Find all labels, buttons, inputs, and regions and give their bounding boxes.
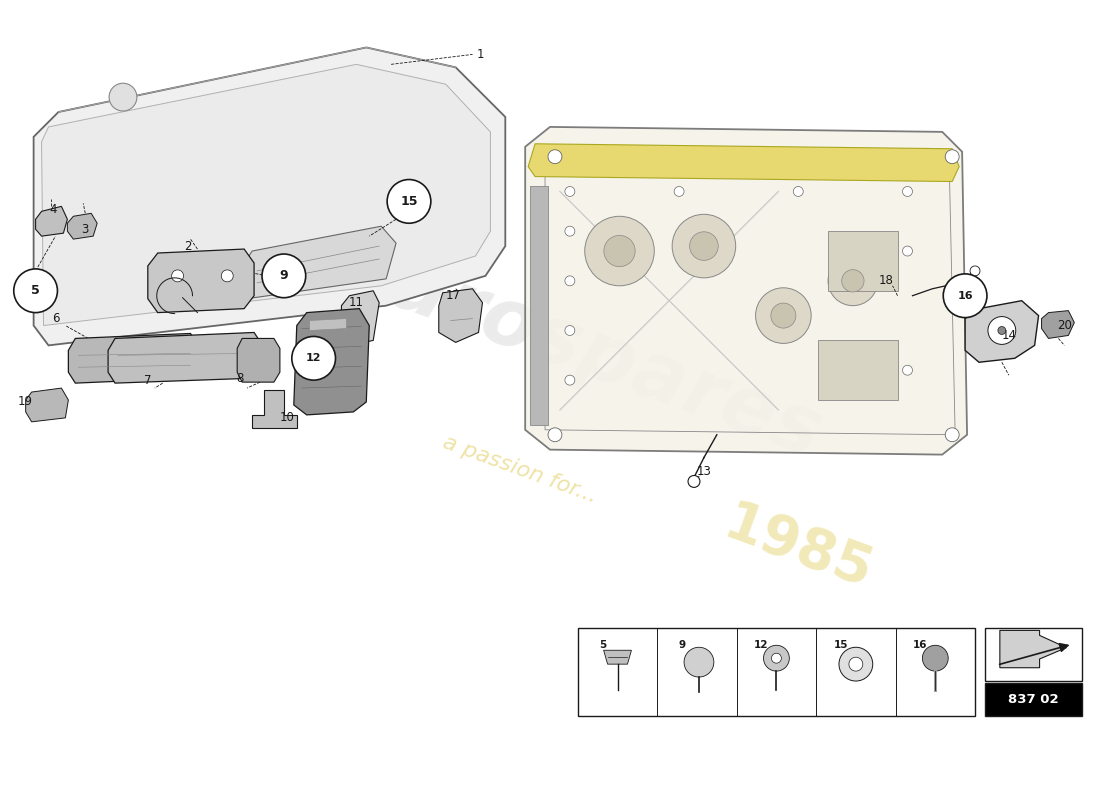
Circle shape xyxy=(690,232,718,260)
Text: 16: 16 xyxy=(913,640,927,650)
Text: 17: 17 xyxy=(446,290,460,302)
Circle shape xyxy=(771,303,796,328)
Circle shape xyxy=(988,317,1015,344)
Circle shape xyxy=(548,150,562,164)
Circle shape xyxy=(902,186,913,197)
Circle shape xyxy=(565,186,575,197)
Circle shape xyxy=(585,216,654,286)
Circle shape xyxy=(902,366,913,375)
Circle shape xyxy=(684,647,714,677)
Polygon shape xyxy=(147,249,254,313)
Text: 9: 9 xyxy=(679,640,685,650)
Polygon shape xyxy=(25,388,68,422)
FancyBboxPatch shape xyxy=(578,629,975,716)
Circle shape xyxy=(262,254,306,298)
Circle shape xyxy=(793,186,803,197)
Text: 10: 10 xyxy=(279,411,295,424)
Polygon shape xyxy=(525,127,967,454)
Polygon shape xyxy=(108,333,262,383)
Circle shape xyxy=(998,326,1005,334)
Text: eurospares: eurospares xyxy=(328,226,833,474)
Circle shape xyxy=(945,428,959,442)
Polygon shape xyxy=(828,231,898,290)
Circle shape xyxy=(565,326,575,335)
Text: 2: 2 xyxy=(184,239,191,253)
Text: 8: 8 xyxy=(236,372,244,385)
Text: 1: 1 xyxy=(476,48,484,61)
Polygon shape xyxy=(818,341,898,400)
Circle shape xyxy=(756,288,811,343)
Polygon shape xyxy=(294,309,370,415)
Circle shape xyxy=(387,179,431,223)
Circle shape xyxy=(548,428,562,442)
Text: 3: 3 xyxy=(81,222,89,236)
Circle shape xyxy=(945,150,959,164)
Text: 9: 9 xyxy=(279,270,288,282)
Polygon shape xyxy=(252,390,297,428)
Polygon shape xyxy=(35,206,67,236)
Circle shape xyxy=(109,83,136,111)
Text: 14: 14 xyxy=(1001,329,1016,342)
Polygon shape xyxy=(67,214,97,239)
Text: 18: 18 xyxy=(878,274,893,287)
Text: 15: 15 xyxy=(400,195,418,208)
Circle shape xyxy=(763,646,790,671)
Text: 20: 20 xyxy=(1057,319,1071,332)
Circle shape xyxy=(923,646,948,671)
Text: a passion for...: a passion for... xyxy=(440,432,601,506)
Circle shape xyxy=(14,269,57,313)
Circle shape xyxy=(828,256,878,306)
Circle shape xyxy=(292,337,336,380)
Text: 7: 7 xyxy=(144,374,152,386)
Polygon shape xyxy=(1042,310,1075,338)
Circle shape xyxy=(943,274,987,318)
Polygon shape xyxy=(232,226,396,298)
Polygon shape xyxy=(965,301,1038,362)
Polygon shape xyxy=(68,334,198,383)
Polygon shape xyxy=(238,338,279,382)
Circle shape xyxy=(839,647,872,681)
Circle shape xyxy=(672,214,736,278)
FancyBboxPatch shape xyxy=(984,629,1082,681)
Polygon shape xyxy=(42,64,491,326)
Text: 5: 5 xyxy=(600,640,606,650)
Circle shape xyxy=(849,658,862,671)
Text: 19: 19 xyxy=(19,395,33,409)
Text: 5: 5 xyxy=(31,284,40,298)
Polygon shape xyxy=(1000,630,1066,668)
Polygon shape xyxy=(528,144,959,182)
Text: 6: 6 xyxy=(52,312,59,325)
Text: 13: 13 xyxy=(696,465,712,478)
Polygon shape xyxy=(34,47,505,346)
Text: 4: 4 xyxy=(50,203,57,216)
Circle shape xyxy=(970,266,980,276)
Polygon shape xyxy=(310,318,346,330)
Circle shape xyxy=(604,235,635,266)
Text: 12: 12 xyxy=(755,640,769,650)
Circle shape xyxy=(902,246,913,256)
Circle shape xyxy=(565,375,575,385)
Text: 11: 11 xyxy=(349,296,364,309)
Circle shape xyxy=(565,276,575,286)
Text: 1985: 1985 xyxy=(716,497,880,601)
Text: 15: 15 xyxy=(834,640,848,650)
Circle shape xyxy=(565,226,575,236)
Circle shape xyxy=(674,186,684,197)
Polygon shape xyxy=(341,290,380,346)
Circle shape xyxy=(771,654,781,663)
Polygon shape xyxy=(530,186,548,425)
Text: 12: 12 xyxy=(306,354,321,363)
Text: 837 02: 837 02 xyxy=(1009,693,1059,706)
Circle shape xyxy=(172,270,184,282)
Circle shape xyxy=(688,475,700,487)
Text: 16: 16 xyxy=(957,290,972,301)
FancyBboxPatch shape xyxy=(984,682,1082,716)
Circle shape xyxy=(842,270,865,292)
Circle shape xyxy=(221,270,233,282)
Polygon shape xyxy=(439,289,483,342)
Polygon shape xyxy=(604,650,631,664)
